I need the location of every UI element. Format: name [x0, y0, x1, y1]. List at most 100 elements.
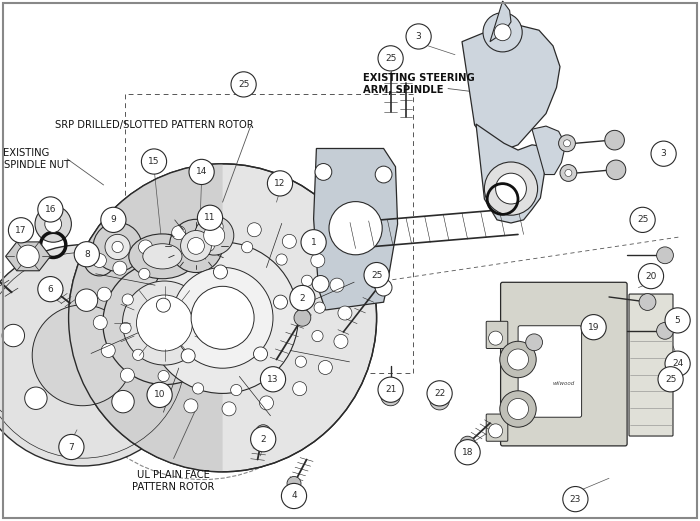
Circle shape	[76, 289, 98, 312]
Text: 8: 8	[84, 250, 90, 259]
Circle shape	[120, 368, 134, 382]
FancyBboxPatch shape	[486, 321, 507, 349]
Circle shape	[267, 375, 278, 386]
Text: 21: 21	[385, 385, 396, 394]
Circle shape	[214, 265, 228, 279]
Circle shape	[191, 287, 254, 349]
Circle shape	[606, 160, 626, 180]
Circle shape	[378, 46, 403, 71]
Circle shape	[651, 141, 676, 166]
Circle shape	[489, 424, 503, 438]
Circle shape	[282, 234, 296, 249]
Circle shape	[483, 13, 522, 52]
Circle shape	[0, 245, 193, 466]
Text: 18: 18	[462, 448, 473, 457]
Text: 16: 16	[45, 205, 56, 214]
Text: wilwood: wilwood	[552, 381, 575, 387]
Circle shape	[315, 164, 332, 180]
Text: 23: 23	[570, 494, 581, 504]
Circle shape	[231, 72, 256, 97]
Circle shape	[45, 216, 62, 232]
Text: 7: 7	[69, 442, 74, 452]
Circle shape	[172, 267, 273, 368]
Circle shape	[122, 294, 133, 305]
Circle shape	[32, 305, 133, 406]
Circle shape	[375, 279, 392, 296]
Circle shape	[329, 202, 382, 255]
Circle shape	[638, 264, 664, 289]
Text: 4: 4	[291, 491, 297, 501]
Circle shape	[338, 306, 352, 320]
Circle shape	[158, 370, 169, 382]
Circle shape	[494, 24, 511, 41]
Circle shape	[318, 361, 332, 375]
Circle shape	[113, 261, 127, 275]
Circle shape	[189, 159, 214, 184]
Circle shape	[25, 387, 47, 410]
Circle shape	[312, 330, 323, 342]
Circle shape	[247, 223, 261, 237]
Circle shape	[141, 149, 167, 174]
Circle shape	[230, 384, 241, 395]
Circle shape	[195, 216, 234, 255]
Circle shape	[188, 238, 204, 254]
Circle shape	[209, 220, 223, 234]
Circle shape	[500, 391, 536, 427]
Circle shape	[500, 341, 536, 378]
Circle shape	[193, 383, 204, 394]
Circle shape	[639, 294, 656, 311]
Circle shape	[312, 276, 329, 292]
Polygon shape	[314, 148, 398, 310]
Circle shape	[565, 169, 572, 177]
Circle shape	[17, 245, 39, 267]
Circle shape	[184, 399, 198, 413]
Text: 10: 10	[154, 390, 165, 400]
Circle shape	[204, 225, 225, 246]
Circle shape	[181, 349, 195, 363]
Circle shape	[93, 222, 142, 271]
Text: 25: 25	[238, 80, 249, 89]
Circle shape	[256, 425, 271, 440]
Circle shape	[455, 440, 480, 465]
Polygon shape	[532, 126, 566, 175]
FancyBboxPatch shape	[500, 282, 627, 446]
Circle shape	[92, 254, 106, 267]
Circle shape	[120, 322, 131, 333]
Text: 25: 25	[385, 54, 396, 63]
Circle shape	[101, 207, 126, 232]
Circle shape	[102, 343, 116, 357]
Circle shape	[43, 280, 58, 295]
Circle shape	[260, 367, 286, 392]
Circle shape	[484, 162, 538, 215]
Circle shape	[294, 309, 311, 326]
Circle shape	[8, 218, 34, 243]
Circle shape	[559, 135, 575, 152]
Circle shape	[508, 399, 528, 419]
Text: 9: 9	[111, 215, 116, 225]
Circle shape	[665, 308, 690, 333]
Text: 25: 25	[637, 215, 648, 225]
Circle shape	[241, 242, 253, 253]
Circle shape	[287, 477, 301, 490]
Circle shape	[122, 281, 206, 365]
Text: 5: 5	[675, 316, 680, 325]
Circle shape	[302, 275, 313, 287]
Circle shape	[406, 24, 431, 49]
Circle shape	[560, 165, 577, 181]
Text: 19: 19	[588, 322, 599, 332]
Circle shape	[167, 250, 178, 260]
Circle shape	[181, 230, 211, 262]
Circle shape	[375, 166, 392, 183]
Text: 14: 14	[196, 167, 207, 177]
Circle shape	[149, 387, 163, 401]
Text: 2: 2	[260, 435, 266, 444]
Polygon shape	[476, 124, 545, 223]
Circle shape	[657, 322, 673, 339]
Text: 2: 2	[300, 293, 305, 303]
Circle shape	[496, 173, 526, 204]
Circle shape	[281, 483, 307, 508]
Circle shape	[93, 316, 107, 330]
Polygon shape	[462, 25, 560, 150]
Circle shape	[112, 390, 134, 413]
Circle shape	[378, 377, 403, 402]
